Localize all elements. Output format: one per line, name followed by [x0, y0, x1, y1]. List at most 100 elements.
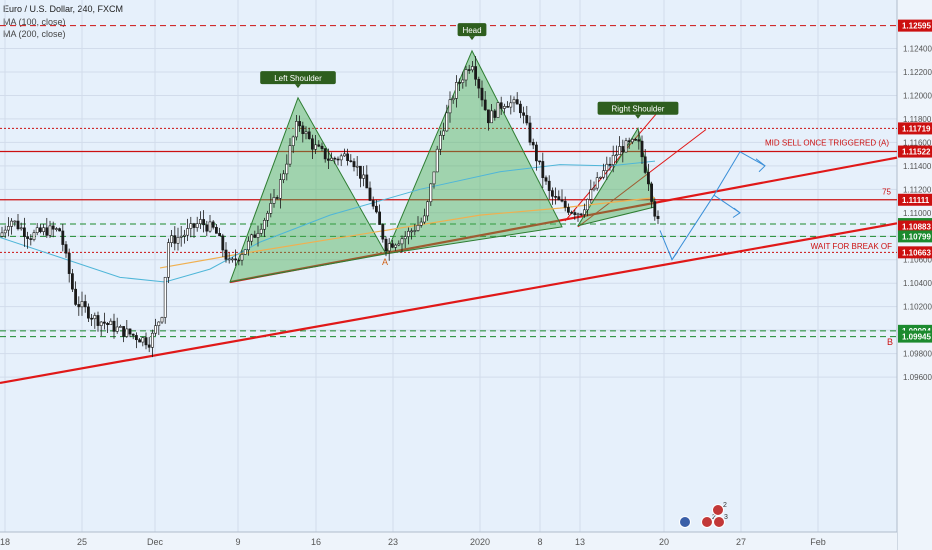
candle[interactable]: [570, 210, 574, 215]
candle[interactable]: [237, 258, 241, 266]
candle[interactable]: [90, 314, 94, 326]
candle[interactable]: [592, 181, 596, 192]
candle[interactable]: [550, 187, 554, 205]
candle[interactable]: [378, 204, 382, 225]
candle[interactable]: [384, 236, 388, 257]
candle[interactable]: [646, 163, 650, 191]
candle[interactable]: [432, 171, 436, 189]
candle[interactable]: [189, 216, 193, 238]
candle[interactable]: [227, 252, 231, 264]
ma100-line[interactable]: [159, 196, 656, 269]
candle[interactable]: [330, 152, 334, 161]
candle[interactable]: [397, 240, 401, 247]
candle[interactable]: [448, 91, 452, 123]
candle[interactable]: [269, 193, 273, 218]
candle[interactable]: [106, 322, 110, 334]
candle[interactable]: [618, 136, 622, 156]
candle[interactable]: [560, 189, 564, 203]
candle[interactable]: [499, 96, 503, 115]
candle[interactable]: [381, 223, 385, 243]
candle[interactable]: [480, 80, 484, 107]
candle[interactable]: [138, 337, 142, 343]
candle[interactable]: [99, 321, 103, 337]
candle[interactable]: [451, 95, 455, 104]
candle[interactable]: [298, 115, 302, 132]
candle[interactable]: [349, 154, 353, 163]
candle[interactable]: [358, 165, 362, 188]
candle[interactable]: [589, 179, 593, 204]
candle[interactable]: [186, 218, 190, 241]
head-label[interactable]: Head: [457, 23, 487, 41]
price-tag[interactable]: 1.09945: [898, 330, 932, 343]
candle[interactable]: [205, 220, 209, 237]
candle[interactable]: [199, 211, 202, 230]
candle[interactable]: [438, 130, 442, 156]
candle[interactable]: [541, 152, 545, 189]
candle[interactable]: [32, 229, 36, 242]
candle[interactable]: [314, 135, 318, 155]
candle[interactable]: [211, 220, 215, 230]
candle[interactable]: [304, 126, 308, 140]
price-tag[interactable]: 1.11719: [898, 122, 932, 135]
candle[interactable]: [608, 157, 612, 171]
candle[interactable]: [598, 176, 602, 180]
candle[interactable]: [266, 210, 270, 227]
price-tag[interactable]: 1.10799: [898, 230, 932, 243]
candle[interactable]: [474, 56, 478, 86]
candle[interactable]: [477, 76, 481, 99]
left-shoulder-label[interactable]: Left Shoulder: [260, 71, 336, 89]
price-tag[interactable]: 1.11111: [898, 193, 932, 206]
candle[interactable]: [595, 172, 599, 191]
candle[interactable]: [195, 216, 199, 232]
candle[interactable]: [71, 268, 74, 292]
candle[interactable]: [215, 224, 218, 234]
candle[interactable]: [467, 64, 471, 74]
candle[interactable]: [582, 203, 586, 218]
candle[interactable]: [605, 156, 609, 180]
candle[interactable]: [637, 131, 641, 150]
candle[interactable]: [93, 312, 97, 329]
time-axis[interactable]: [0, 532, 897, 550]
candle[interactable]: [320, 142, 324, 152]
projected-move-line[interactable]: [659, 151, 766, 261]
candle[interactable]: [103, 312, 106, 330]
candle[interactable]: [621, 139, 625, 163]
candle[interactable]: [509, 95, 513, 115]
candle[interactable]: [125, 320, 129, 338]
candle[interactable]: [416, 216, 420, 232]
candle[interactable]: [512, 96, 516, 113]
candle[interactable]: [410, 228, 414, 240]
candle[interactable]: [294, 114, 298, 141]
candle[interactable]: [544, 175, 548, 185]
candle[interactable]: [352, 158, 356, 172]
candle[interactable]: [147, 336, 151, 353]
candle[interactable]: [400, 235, 404, 253]
candle[interactable]: [538, 160, 542, 165]
candle[interactable]: [13, 220, 17, 227]
candle[interactable]: [170, 230, 174, 248]
candle[interactable]: [547, 175, 551, 200]
candle[interactable]: [54, 227, 58, 232]
candle[interactable]: [231, 257, 234, 263]
candle[interactable]: [141, 336, 145, 347]
candle[interactable]: [128, 328, 132, 338]
candle[interactable]: [426, 200, 430, 221]
neckline-trendline[interactable]: [229, 156, 898, 284]
candle[interactable]: [336, 156, 340, 166]
candle[interactable]: [630, 138, 634, 145]
candle[interactable]: [285, 154, 289, 181]
candle[interactable]: [323, 148, 327, 163]
candle[interactable]: [61, 223, 65, 252]
candle[interactable]: [3, 225, 7, 239]
candle[interactable]: [157, 321, 161, 335]
candle[interactable]: [58, 227, 62, 232]
candle[interactable]: [515, 92, 519, 105]
candle[interactable]: [243, 249, 247, 256]
candle[interactable]: [119, 324, 122, 328]
candle[interactable]: [35, 223, 39, 236]
candle[interactable]: [374, 199, 378, 214]
candle[interactable]: [96, 311, 100, 332]
right-shoulder-triangle[interactable]: [576, 126, 656, 227]
candle[interactable]: [131, 333, 135, 340]
candle[interactable]: [528, 115, 532, 146]
